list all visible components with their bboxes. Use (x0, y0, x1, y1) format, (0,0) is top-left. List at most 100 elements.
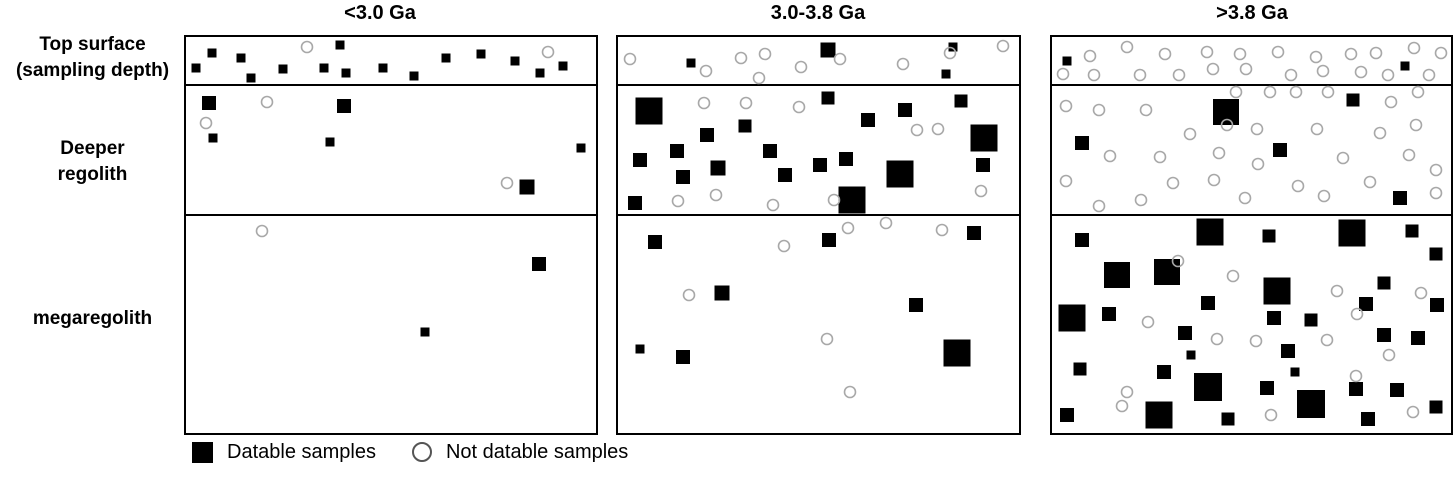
datable-sample-square-icon (1186, 350, 1196, 360)
datable-sample-square-icon (1430, 298, 1444, 312)
not-datable-sample-circle-icon (1226, 269, 1240, 283)
not-datable-sample-circle-icon (1239, 62, 1253, 76)
not-datable-sample-circle-icon (1434, 46, 1448, 60)
datable-sample-square-icon (967, 226, 981, 240)
datable-sample-square-icon (576, 143, 586, 153)
datable-sample-square-icon (1262, 229, 1276, 243)
not-datable-sample-circle-icon (1284, 68, 1298, 82)
not-datable-sample-circle-icon (1251, 157, 1265, 171)
datable-sample-square-icon (325, 137, 335, 147)
datable-sample-square-icon (319, 63, 329, 73)
not-datable-sample-circle-icon (1382, 348, 1396, 362)
datable-sample-square-icon (1377, 328, 1391, 342)
not-datable-sample-circle-icon (1059, 99, 1073, 113)
not-datable-sample-circle-icon (974, 184, 988, 198)
not-datable-sample-circle-icon (833, 52, 847, 66)
datable-sample-square-icon (202, 96, 216, 110)
not-datable-sample-circle-icon (1210, 332, 1224, 346)
not-datable-sample-circle-icon (1158, 47, 1172, 61)
datable-sample-square-icon (1196, 218, 1224, 246)
datable-sample-square-icon (1359, 297, 1373, 311)
not-datable-sample-circle-icon (843, 385, 857, 399)
not-datable-sample-circle-icon (758, 47, 772, 61)
datable-sample-square-icon (1273, 143, 1287, 157)
datable-sample-square-icon (208, 133, 218, 143)
not-datable-sample-circle-icon (1344, 47, 1358, 61)
datable-sample-square-icon (1338, 219, 1366, 247)
datable-sample-square-icon (420, 327, 430, 337)
row-label-deeper-line1: Deeper (60, 138, 125, 159)
datable-sample-square-icon (635, 344, 645, 354)
not-datable-sample-circle-icon (931, 122, 945, 136)
not-datable-sample-circle-icon (1373, 126, 1387, 140)
not-datable-sample-circle-icon (1336, 151, 1350, 165)
datable-sample-square-icon (1405, 224, 1419, 238)
not-datable-sample-circle-icon (1409, 118, 1423, 132)
not-datable-sample-circle-icon (1249, 334, 1263, 348)
not-datable-sample-circle-icon (1238, 191, 1252, 205)
datable-sample-square-icon (246, 73, 256, 83)
datable-sample-square-icon (510, 56, 520, 66)
datable-sample-square-icon (635, 97, 663, 125)
not-datable-sample-circle-icon (910, 123, 924, 137)
datable-sample-square-icon (778, 168, 792, 182)
datable-sample-square-icon (898, 103, 912, 117)
column-title-lt30: <3.0 Ga (344, 2, 416, 24)
datable-sample-square-icon (1290, 367, 1300, 377)
datable-sample-square-icon (1062, 56, 1072, 66)
datable-sample-square-icon (861, 113, 875, 127)
not-datable-sample-circle-icon (752, 71, 766, 85)
datable-sample-square-icon (710, 160, 726, 176)
not-datable-sample-circle-icon (1407, 41, 1421, 55)
datable-sample-square-icon (1267, 311, 1281, 325)
not-datable-sample-circle-icon (792, 100, 806, 114)
datable-sample-square-icon (1429, 400, 1443, 414)
not-datable-sample-circle-icon (1363, 175, 1377, 189)
datable-sample-square-icon (1073, 362, 1087, 376)
datable-sample-square-icon (970, 124, 998, 152)
datable-sample-square-icon (670, 144, 684, 158)
not-datable-sample-circle-icon (541, 45, 555, 59)
not-datable-sample-circle-icon (879, 216, 893, 230)
row-label-megaregolith: megaregolith (32, 308, 153, 329)
not-datable-sample-circle-icon (1422, 68, 1436, 82)
datable-sample-square-icon (1411, 331, 1425, 345)
row-label-top-surface: Top surface (sampling depth) (0, 32, 185, 84)
not-datable-sample-circle-icon (1309, 50, 1323, 64)
datable-sample-square-icon (1263, 277, 1291, 305)
not-datable-sample-circle-icon (1092, 103, 1106, 117)
datable-sample-square-icon (1178, 326, 1192, 340)
not-datable-sample-circle-icon (1139, 103, 1153, 117)
row-label-top-line1: Top surface (39, 34, 146, 55)
not-datable-sample-circle-icon (1429, 163, 1443, 177)
not-datable-sample-circle-icon (1330, 284, 1344, 298)
not-datable-sample-circle-icon (1059, 174, 1073, 188)
datable-sample-square-icon (820, 42, 836, 58)
not-datable-sample-circle-icon (1172, 68, 1186, 82)
datable-sample-square-icon (519, 179, 535, 195)
datable-sample-square-icon (337, 99, 351, 113)
not-datable-sample-circle-icon (1310, 122, 1324, 136)
not-datable-sample-circle-icon (996, 39, 1010, 53)
datable-sample-square-icon (1102, 307, 1116, 321)
not-datable-sample-circle-icon (1212, 146, 1226, 160)
datable-sample-square-icon (1075, 136, 1089, 150)
datable-sample-square-icon (1060, 408, 1074, 422)
row-label-top-line2: (sampling depth) (15, 60, 170, 81)
row-label-deeper-line2: regolith (57, 164, 128, 185)
datable-sample-square-icon (341, 68, 351, 78)
datable-sample-square-icon (1075, 233, 1089, 247)
datable-sample-square-icon (535, 68, 545, 78)
datable-sample-square-icon (378, 63, 388, 73)
not-datable-sample-circle-icon (1320, 333, 1334, 347)
datable-sample-square-icon (941, 69, 951, 79)
not-datable-sample-circle-icon (1316, 64, 1330, 78)
legend-not-datable-label: Not datable samples (445, 440, 629, 463)
datable-sample-square-icon (1390, 383, 1404, 397)
datable-sample-square-icon (1349, 382, 1363, 396)
datable-sample-square-icon (1304, 313, 1318, 327)
not-datable-sample-circle-icon (682, 288, 696, 302)
not-datable-sample-circle-icon (1083, 49, 1097, 63)
not-datable-sample-circle-icon (1384, 95, 1398, 109)
